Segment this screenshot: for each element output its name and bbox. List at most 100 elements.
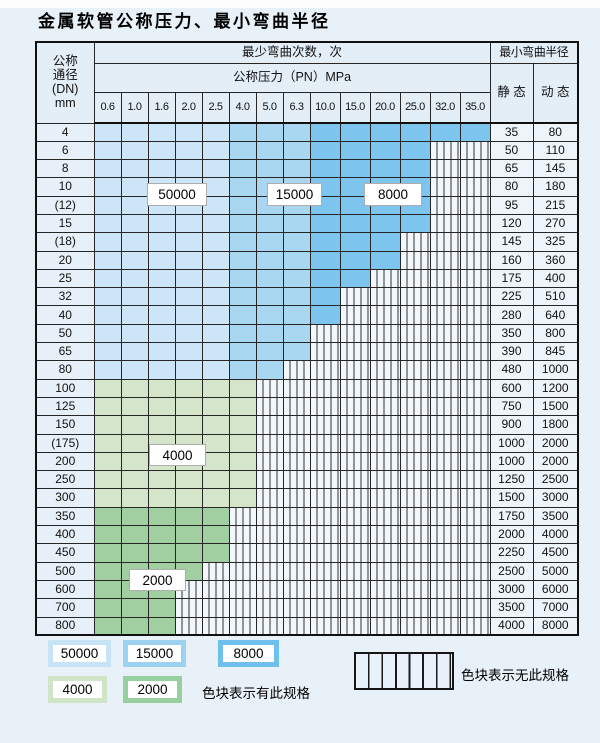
- dn-cell: 150: [35, 415, 95, 435]
- static-radius-cell: 50: [489, 140, 534, 161]
- dn-cell: 20: [35, 250, 95, 270]
- spec-cell: [339, 122, 371, 142]
- no-spec-cell: [309, 415, 341, 435]
- spec-cell: [174, 268, 203, 289]
- dynamic-radius-cell: 145: [532, 159, 579, 179]
- pressure-col-header: 5.0: [255, 92, 284, 124]
- spec-cell: [309, 287, 341, 307]
- no-spec-cell: [228, 598, 257, 618]
- spec-cell: [399, 213, 431, 234]
- dynamic-radius-cell: 180: [532, 177, 579, 197]
- no-spec-cell: [282, 598, 311, 618]
- no-spec-cell: [309, 360, 341, 380]
- spec-cell: [93, 506, 122, 527]
- spec-cell: [369, 250, 401, 270]
- no-spec-cell: [459, 342, 491, 362]
- spec-cell: [93, 360, 122, 380]
- dynamic-radius-cell: 510: [532, 287, 579, 307]
- spec-cell: [147, 305, 176, 325]
- spec-cell: [93, 378, 122, 398]
- no-spec-cell: [309, 396, 341, 417]
- static-radius-cell: 750: [489, 396, 534, 417]
- no-spec-cell: [369, 488, 401, 508]
- spec-cell: [174, 396, 203, 417]
- table-row: 600 3000 6000: [35, 579, 579, 600]
- dynamic-radius-cell: 4500: [532, 543, 579, 563]
- no-spec-cell: [459, 579, 491, 600]
- spec-cell: [174, 543, 203, 563]
- static-radius-cell: 280: [489, 305, 534, 325]
- table-row: 15 120 270: [35, 213, 579, 234]
- static-radius-cell: 80: [489, 177, 534, 197]
- table-row: 4 35 80: [35, 122, 579, 142]
- table-row: (18) 145 325: [35, 232, 579, 252]
- spec-cell: [120, 433, 149, 453]
- spec-cell: [282, 305, 311, 325]
- spec-cell: [228, 470, 257, 490]
- no-spec-cell: [309, 451, 341, 472]
- spec-cell: [147, 140, 176, 161]
- no-spec-cell: [429, 525, 461, 545]
- spec-cell: [255, 268, 284, 289]
- no-spec-cell: [399, 543, 431, 563]
- spec-cell: [120, 177, 149, 197]
- spec-cell: [120, 616, 149, 636]
- spec-cell: [201, 342, 230, 362]
- legend-swatch-50000: 50000: [48, 640, 111, 667]
- no-spec-cell: [282, 415, 311, 435]
- spec-cell: [201, 470, 230, 490]
- no-spec-cell: [459, 488, 491, 508]
- dn-cell: 15: [35, 213, 95, 234]
- no-spec-cell: [255, 616, 284, 636]
- spec-cell: [120, 323, 149, 344]
- dynamic-radius-cell: 8000: [532, 616, 579, 636]
- dynamic-radius-cell: 4000: [532, 525, 579, 545]
- dynamic-radius-cell: 215: [532, 195, 579, 215]
- spec-cell: [201, 525, 230, 545]
- spec-cell: [174, 470, 203, 490]
- no-spec-cell: [429, 140, 461, 161]
- no-spec-cell: [339, 598, 371, 618]
- spec-cell: [339, 195, 371, 215]
- no-spec-cell: [459, 140, 491, 161]
- no-spec-cell: [228, 579, 257, 600]
- no-spec-cell: [429, 396, 461, 417]
- no-spec-cell: [282, 506, 311, 527]
- spec-cell: [228, 159, 257, 179]
- dn-header-cell: 公称 通径 (DN) mm: [35, 41, 95, 124]
- no-spec-cell: [255, 598, 284, 618]
- spec-cell: [255, 122, 284, 142]
- no-spec-cell: [309, 342, 341, 362]
- no-spec-cell: [459, 598, 491, 618]
- spec-cell: [339, 140, 371, 161]
- dynamic-radius-cell: 1500: [532, 396, 579, 417]
- no-spec-cell: [399, 232, 431, 252]
- dn-cell: 200: [35, 451, 95, 472]
- spec-cell: [201, 287, 230, 307]
- spec-cell: [282, 323, 311, 344]
- no-spec-cell: [369, 470, 401, 490]
- no-spec-cell: [429, 433, 461, 453]
- dn-cell: 250: [35, 470, 95, 490]
- spec-cell: [282, 268, 311, 289]
- pressure-col-header: 10.0: [309, 92, 341, 124]
- spec-cell: [201, 305, 230, 325]
- spec-cell: [282, 140, 311, 161]
- no-spec-cell: [399, 396, 431, 417]
- no-spec-cell: [459, 433, 491, 453]
- spec-cell: [93, 140, 122, 161]
- table-row: 50 350 800: [35, 323, 579, 344]
- spec-cell: [120, 305, 149, 325]
- no-spec-cell: [399, 451, 431, 472]
- no-spec-cell: [228, 525, 257, 545]
- dn-cell: 700: [35, 598, 95, 618]
- static-radius-cell: 65: [489, 159, 534, 179]
- no-spec-cell: [369, 543, 401, 563]
- no-spec-cell: [255, 378, 284, 398]
- no-spec-cell: [459, 506, 491, 527]
- static-radius-cell: 4000: [489, 616, 534, 636]
- spec-cell: [282, 213, 311, 234]
- no-spec-cell: [429, 415, 461, 435]
- no-spec-cell: [339, 561, 371, 581]
- static-radius-cell: 120: [489, 213, 534, 234]
